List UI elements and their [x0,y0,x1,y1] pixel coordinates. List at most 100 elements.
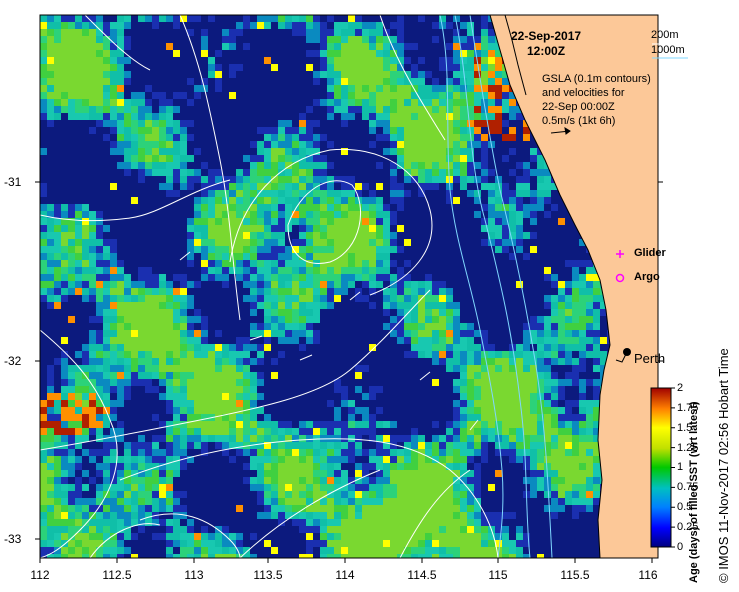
sst-cell [558,421,565,428]
sst-cell [236,435,243,442]
sst-cell [243,379,250,386]
sst-cell [404,113,411,120]
sst-cell [376,29,383,36]
sst-cell [446,456,453,463]
sst-cell [89,428,96,435]
sst-cell [397,498,404,505]
sst-cell [47,253,54,260]
sst-cell [124,309,131,316]
sst-cell [285,449,292,456]
sst-cell [96,421,103,428]
sst-cell [278,260,285,267]
sst-cell [82,407,89,414]
sst-cell [334,85,341,92]
sst-cell [425,463,432,470]
sst-cell [467,337,474,344]
sst-cell [271,470,278,477]
sst-cell [509,134,516,141]
sst-cell [68,78,75,85]
sst-cell [89,288,96,295]
sst-cell [285,253,292,260]
sst-cell [390,421,397,428]
sst-cell [257,428,264,435]
sst-cell [173,155,180,162]
sst-cell [173,365,180,372]
sst-cell [75,22,82,29]
sst-cell [502,232,509,239]
sst-cell [194,435,201,442]
x-tick-112: 112 [30,568,50,582]
sst-cell [82,99,89,106]
sst-cell [264,274,271,281]
sst-cell [68,421,75,428]
sst-cell [278,302,285,309]
sst-cell [61,414,68,421]
sst-cell [523,344,530,351]
sst-cell [523,407,530,414]
sst-cell [222,253,229,260]
sst-cell [264,316,271,323]
sst-cell [96,344,103,351]
sst-cell [355,372,362,379]
sst-cell [208,176,215,183]
sst-cell [516,204,523,211]
sst-cell [481,421,488,428]
sst-cell [243,274,250,281]
sst-cell [551,372,558,379]
sst-cell [166,456,173,463]
sst-cell [236,225,243,232]
sst-cell [40,442,47,449]
sst-cell [453,71,460,78]
sst-cell [579,337,586,344]
sst-cell [47,435,54,442]
sst-cell [313,428,320,435]
sst-cell [40,43,47,50]
sst-cell [558,414,565,421]
sst-cell [446,155,453,162]
sst-cell [117,519,124,526]
sst-cell [313,316,320,323]
sst-cell [68,288,75,295]
sst-cell [180,393,187,400]
sst-cell [376,162,383,169]
sst-cell [145,148,152,155]
sst-cell [96,372,103,379]
sst-cell [75,547,82,554]
sst-cell [278,127,285,134]
sst-cell [334,267,341,274]
sst-cell [306,183,313,190]
sst-cell [54,106,61,113]
sst-cell [523,414,530,421]
sst-cell [523,211,530,218]
sst-cell [334,197,341,204]
sst-cell [334,449,341,456]
sst-cell [89,540,96,547]
sst-cell [278,134,285,141]
sst-cell [439,281,446,288]
sst-cell [376,484,383,491]
sst-cell [117,281,124,288]
sst-cell [348,414,355,421]
sst-cell [194,197,201,204]
sst-cell [278,477,285,484]
sst-cell [453,554,460,558]
sst-cell [313,134,320,141]
sst-cell [201,190,208,197]
sst-cell [124,463,131,470]
sst-cell [271,309,278,316]
sst-cell [285,309,292,316]
sst-cell [565,400,572,407]
sst-cell [376,554,383,558]
sst-cell [68,64,75,71]
sst-cell [278,288,285,295]
sst-cell [110,29,117,36]
sst-cell [82,547,89,554]
sst-cell [68,71,75,78]
sst-cell [306,267,313,274]
sst-cell [278,22,285,29]
sst-cell [138,463,145,470]
sst-cell [159,162,166,169]
sst-cell [509,148,516,155]
sst-cell [376,267,383,274]
sst-cell [110,127,117,134]
